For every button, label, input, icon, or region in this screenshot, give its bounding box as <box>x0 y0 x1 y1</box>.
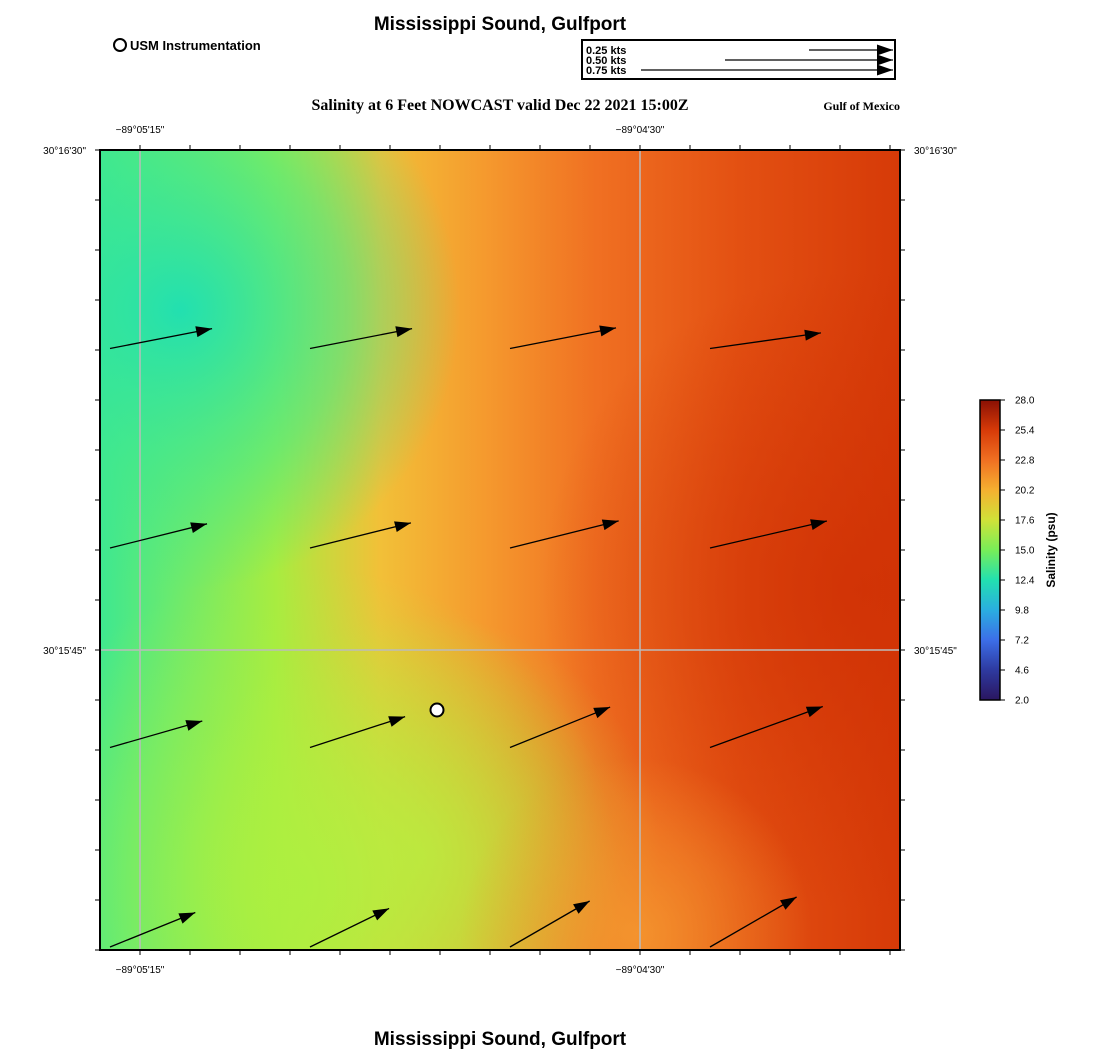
vector-scale-arrow-1 <box>809 44 893 56</box>
lat-label-right-1: 30°16'30" <box>914 146 957 157</box>
vector-scale-label-050: 0.50 kts <box>586 55 626 67</box>
colorbar-tick-label-2: 22.8 <box>1015 456 1035 467</box>
vector-scale-arrow-2 <box>725 54 893 66</box>
vector-scale-arrow-3 <box>641 64 893 76</box>
colorbar-tick-label-7: 9.8 <box>1015 606 1029 617</box>
current-vector-r1c4 <box>709 329 822 350</box>
current-vector-r2c4 <box>709 519 828 549</box>
footer-title: Mississippi Sound, Gulfport <box>374 1029 627 1050</box>
salinity-colorbar: 28.0 25.4 22.8 20.2 17.6 15.0 12.4 9.8 7.2 4.6 2.0… <box>979 396 1058 707</box>
lon-label-top-2: −89°04'30" <box>616 125 665 136</box>
colorbar-tick-label-10: 2.0 <box>1015 696 1029 707</box>
current-vector-r1c2 <box>309 326 413 350</box>
current-vector-r3c2 <box>309 715 406 749</box>
colorbar-title: Salinity (psu) <box>1044 512 1058 587</box>
colorbar-tick-label-3: 20.2 <box>1015 486 1035 497</box>
lat-label-left-1: 30°16'30" <box>43 146 86 157</box>
current-vector-r2c3 <box>509 519 619 549</box>
colorbar-tick-label-4: 17.6 <box>1015 516 1035 527</box>
lon-label-bottom-1: −89°05'15" <box>116 965 165 976</box>
station-legend: USM Instrumentation <box>113 38 261 53</box>
colorbar-tick-label-9: 4.6 <box>1015 666 1029 677</box>
vector-scale-label-025: 0.25 kts <box>586 45 626 57</box>
current-vector-r4c3 <box>509 900 590 948</box>
colorbar-tick-label-0: 28.0 <box>1015 396 1035 407</box>
current-vectors <box>109 325 828 948</box>
current-vector-r3c4 <box>709 705 823 749</box>
vector-scale-legend: 0.25 kts 0.50 kts 0.75 kts <box>581 39 896 80</box>
map-frame-ticks <box>95 145 905 955</box>
usm-station-marker[interactable] <box>429 702 445 718</box>
current-vector-r3c1 <box>109 720 203 749</box>
current-vector-r4c1 <box>109 911 196 948</box>
current-vector-r2c1 <box>109 522 208 549</box>
lon-label-top-1: −89°05'15" <box>116 125 165 136</box>
map-gridlines <box>100 150 900 950</box>
colorbar-tick-label-5: 15.0 <box>1015 546 1035 557</box>
current-vector-r4c2 <box>309 907 390 948</box>
map-subtitle: Salinity at 6 Feet NOWCAST valid Dec 22 … <box>311 97 688 114</box>
current-vector-r4c4 <box>709 896 797 948</box>
colorbar-tick-label-8: 7.2 <box>1015 636 1029 647</box>
region-label: Gulf of Mexico <box>823 99 900 113</box>
current-vector-r2c2 <box>309 521 412 549</box>
colorbar-tick-label-1: 25.4 <box>1015 426 1035 437</box>
current-vector-r1c3 <box>509 325 617 350</box>
current-vector-r1c1 <box>109 326 213 350</box>
salinity-field <box>100 150 900 950</box>
station-legend-marker-icon <box>113 38 127 52</box>
lat-label-left-2: 30°15'45" <box>43 646 86 657</box>
station-legend-label: USM Instrumentation <box>130 38 261 53</box>
colorbar-ticks: 28.0 25.4 22.8 20.2 17.6 15.0 12.4 9.8 7.2 4.6 2.0 <box>1000 396 1035 707</box>
vector-scale-arrows <box>641 44 893 76</box>
map-title: Mississippi Sound, Gulfport <box>374 14 627 35</box>
colorbar-ramp <box>979 399 1001 701</box>
current-vector-r3c3 <box>509 706 611 749</box>
lon-label-bottom-2: −89°04'30" <box>616 965 665 976</box>
vector-scale-label-075: 0.75 kts <box>586 65 626 77</box>
lat-label-right-2: 30°15'45" <box>914 646 957 657</box>
colorbar-tick-label-6: 12.4 <box>1015 576 1035 587</box>
